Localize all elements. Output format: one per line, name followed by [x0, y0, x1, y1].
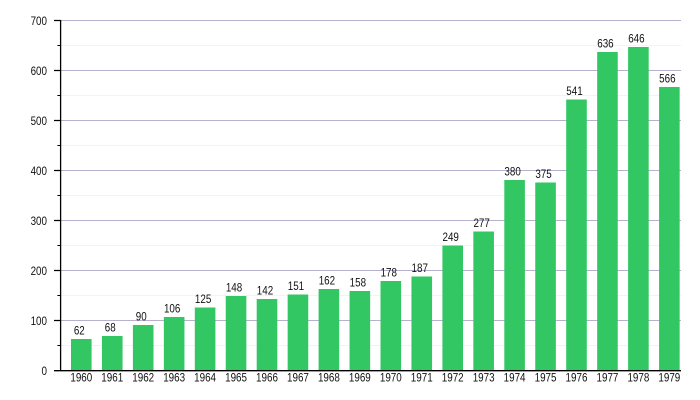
svg-text:68: 68: [105, 323, 116, 335]
svg-text:700: 700: [31, 16, 47, 28]
svg-text:90: 90: [136, 312, 147, 324]
svg-text:106: 106: [164, 304, 180, 316]
svg-text:1966: 1966: [256, 373, 278, 385]
svg-text:1970: 1970: [380, 373, 402, 385]
svg-text:1967: 1967: [287, 373, 309, 385]
svg-text:62: 62: [74, 326, 85, 338]
svg-text:1962: 1962: [132, 373, 154, 385]
svg-text:148: 148: [226, 283, 242, 295]
svg-text:178: 178: [381, 268, 397, 280]
svg-text:1979: 1979: [658, 373, 680, 385]
svg-text:1974: 1974: [504, 373, 526, 385]
svg-text:400: 400: [31, 166, 47, 178]
svg-text:142: 142: [257, 286, 273, 298]
svg-text:1972: 1972: [442, 373, 464, 385]
svg-text:600: 600: [31, 66, 47, 78]
svg-text:375: 375: [535, 169, 551, 181]
svg-text:125: 125: [195, 294, 211, 306]
svg-text:646: 646: [628, 34, 644, 46]
svg-text:1964: 1964: [194, 373, 216, 385]
svg-text:1977: 1977: [597, 373, 619, 385]
svg-text:1973: 1973: [473, 373, 495, 385]
svg-text:100: 100: [31, 316, 47, 328]
svg-text:0: 0: [42, 366, 48, 378]
svg-text:541: 541: [566, 86, 582, 98]
svg-text:162: 162: [319, 276, 335, 288]
svg-text:1963: 1963: [163, 373, 185, 385]
svg-text:249: 249: [443, 232, 459, 244]
svg-text:1969: 1969: [349, 373, 371, 385]
svg-text:1965: 1965: [225, 373, 247, 385]
svg-text:158: 158: [350, 278, 366, 290]
svg-text:300: 300: [31, 216, 47, 228]
svg-text:1971: 1971: [411, 373, 433, 385]
svg-text:277: 277: [473, 218, 489, 230]
svg-text:151: 151: [288, 281, 304, 293]
svg-text:566: 566: [659, 74, 675, 86]
svg-text:1968: 1968: [318, 373, 340, 385]
svg-text:1976: 1976: [566, 373, 588, 385]
svg-text:1960: 1960: [70, 373, 92, 385]
svg-text:187: 187: [412, 263, 428, 275]
svg-text:1975: 1975: [535, 373, 557, 385]
svg-text:500: 500: [31, 116, 47, 128]
svg-text:380: 380: [504, 167, 520, 179]
svg-text:636: 636: [597, 39, 613, 51]
svg-text:1978: 1978: [627, 373, 649, 385]
svg-text:1961: 1961: [101, 373, 123, 385]
svg-text:200: 200: [31, 266, 47, 278]
